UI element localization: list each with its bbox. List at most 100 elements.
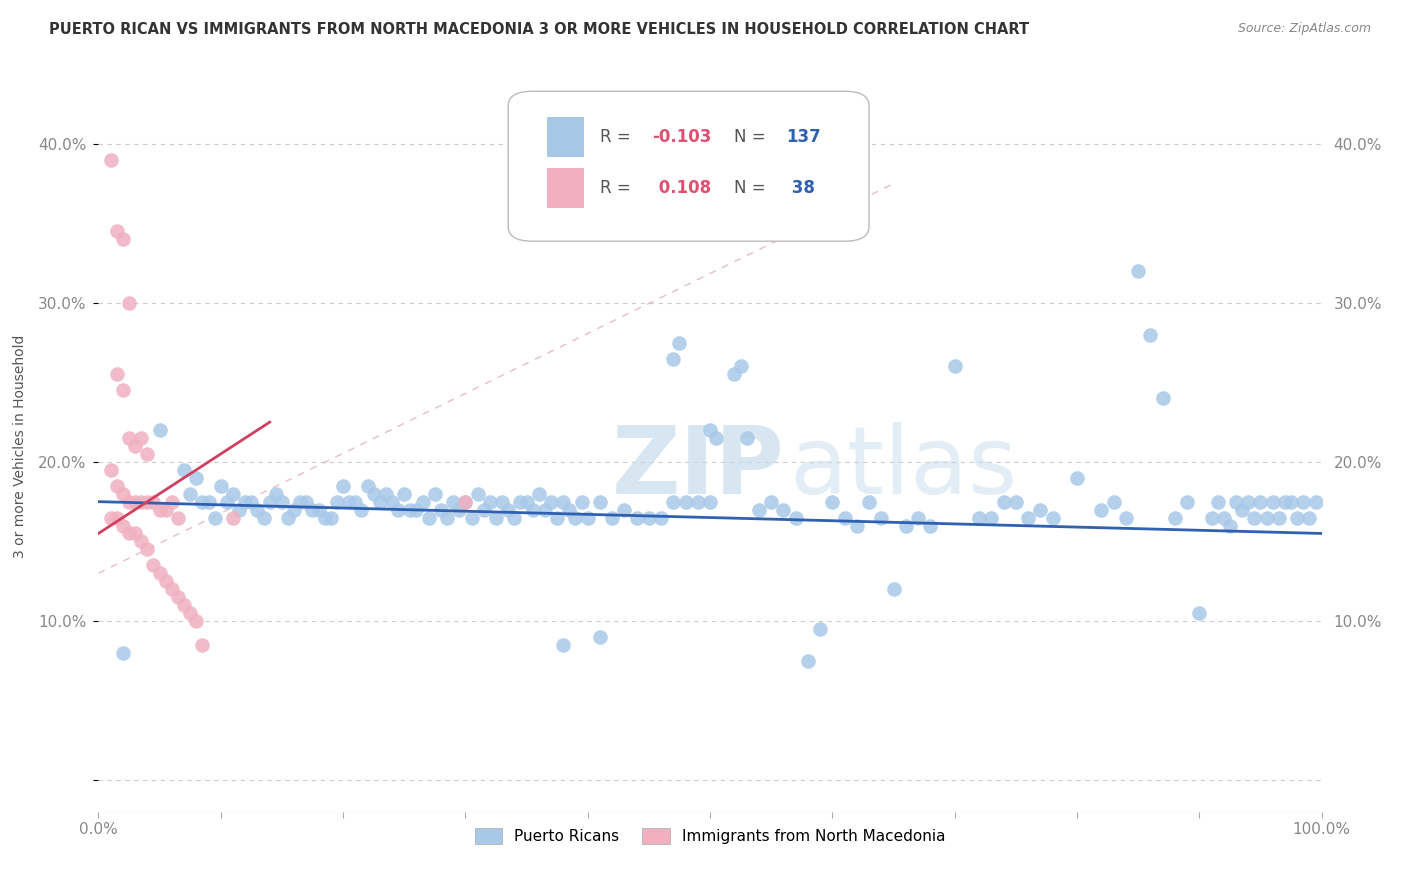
Point xyxy=(527,486,550,500)
Point xyxy=(283,502,305,516)
Point xyxy=(553,638,575,652)
Point xyxy=(1212,510,1234,524)
Point xyxy=(540,494,562,508)
Point xyxy=(1298,510,1320,524)
Point xyxy=(246,502,269,516)
Point xyxy=(105,479,128,493)
Point xyxy=(441,494,464,508)
Point xyxy=(509,494,531,508)
Text: Source: ZipAtlas.com: Source: ZipAtlas.com xyxy=(1237,22,1371,36)
Point xyxy=(344,494,367,508)
Point xyxy=(534,502,557,516)
Point xyxy=(993,494,1015,508)
Point xyxy=(1268,510,1291,524)
Point xyxy=(374,486,396,500)
Text: R =: R = xyxy=(600,128,631,146)
Point xyxy=(197,494,219,508)
Point xyxy=(392,486,416,500)
Point xyxy=(730,359,752,374)
Point xyxy=(399,502,422,516)
Point xyxy=(105,224,128,238)
Text: PUERTO RICAN VS IMMIGRANTS FROM NORTH MACEDONIA 3 OR MORE VEHICLES IN HOUSEHOLD : PUERTO RICAN VS IMMIGRANTS FROM NORTH MA… xyxy=(49,22,1029,37)
Point xyxy=(1237,494,1260,508)
Point xyxy=(118,431,141,445)
Point xyxy=(515,494,537,508)
Point xyxy=(124,439,146,453)
Point xyxy=(363,486,385,500)
Point xyxy=(295,494,318,508)
Point xyxy=(699,423,721,437)
Point xyxy=(699,494,721,508)
Point xyxy=(564,510,586,524)
Point xyxy=(589,494,612,508)
Point xyxy=(1279,494,1302,508)
Point xyxy=(1090,502,1112,516)
Point xyxy=(136,447,159,461)
Point xyxy=(870,510,893,524)
Point xyxy=(155,502,177,516)
Point xyxy=(179,486,201,500)
Point xyxy=(704,431,727,445)
Point xyxy=(460,510,482,524)
Point xyxy=(387,502,409,516)
Point xyxy=(173,463,195,477)
Text: N =: N = xyxy=(734,128,766,146)
Point xyxy=(1286,510,1309,524)
Point xyxy=(233,494,256,508)
Point xyxy=(111,384,134,398)
Point xyxy=(423,486,446,500)
Point xyxy=(129,494,152,508)
Y-axis label: 3 or more Vehicles in Household: 3 or more Vehicles in Household xyxy=(13,334,27,558)
Point xyxy=(1029,502,1052,516)
Point xyxy=(1004,494,1026,508)
Point xyxy=(522,502,544,516)
Text: N =: N = xyxy=(734,179,766,197)
Point xyxy=(920,518,942,533)
Point xyxy=(186,614,208,628)
Point xyxy=(436,510,458,524)
Point xyxy=(723,368,745,382)
Bar xyxy=(547,168,583,208)
Point xyxy=(1201,510,1223,524)
Point xyxy=(1128,264,1150,278)
Point xyxy=(368,494,391,508)
Point xyxy=(290,494,312,508)
Point xyxy=(735,431,758,445)
Point xyxy=(350,502,373,516)
Point xyxy=(1305,494,1327,508)
Point xyxy=(1261,494,1284,508)
Point xyxy=(136,542,159,557)
Point xyxy=(467,486,489,500)
Point xyxy=(1175,494,1198,508)
Point xyxy=(785,510,807,524)
Point xyxy=(883,582,905,596)
Point xyxy=(326,494,349,508)
Point xyxy=(252,510,274,524)
Point xyxy=(761,494,783,508)
Point xyxy=(186,471,208,485)
Point xyxy=(894,518,917,533)
Point xyxy=(1292,494,1315,508)
Point xyxy=(1256,510,1278,524)
Point xyxy=(1139,327,1161,342)
Point xyxy=(222,486,245,500)
Point xyxy=(356,479,378,493)
Point xyxy=(319,510,342,524)
Point xyxy=(686,494,709,508)
Point xyxy=(1243,510,1265,524)
Text: 0.108: 0.108 xyxy=(652,179,710,197)
FancyBboxPatch shape xyxy=(508,91,869,241)
Point xyxy=(558,502,581,516)
Point xyxy=(277,510,299,524)
Point xyxy=(478,494,501,508)
Point xyxy=(797,654,820,668)
Point xyxy=(430,502,453,516)
Point xyxy=(111,232,134,246)
Point xyxy=(381,494,404,508)
Point xyxy=(650,510,672,524)
Point xyxy=(167,590,190,604)
Point xyxy=(111,518,134,533)
Point xyxy=(215,494,238,508)
Point xyxy=(637,510,661,524)
Point xyxy=(191,494,214,508)
